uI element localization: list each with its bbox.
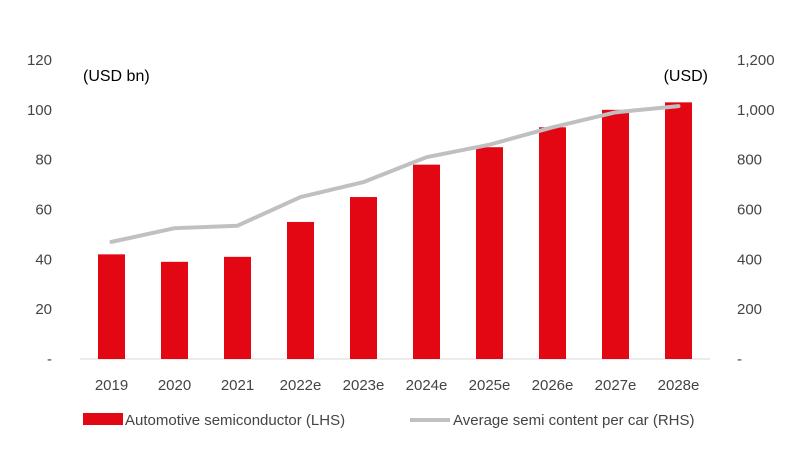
- x-tick-label: 2021: [221, 377, 254, 394]
- x-tick-label: 2026e: [532, 377, 574, 394]
- left-axis-unit: (USD bn): [83, 68, 150, 85]
- right-tick-label: 1,200: [737, 52, 775, 69]
- left-tick-label: 120: [27, 52, 52, 69]
- bar-2024e: [413, 164, 440, 359]
- legend: Automotive semiconductor (LHS) Average s…: [83, 412, 695, 429]
- legend-line-label: Average semi content per car (RHS): [453, 412, 695, 429]
- right-axis-unit: (USD): [664, 68, 708, 85]
- legend-bar-label: Automotive semiconductor (LHS): [125, 412, 345, 429]
- x-tick-label: 2022e: [280, 377, 322, 394]
- left-tick-label: 80: [35, 152, 52, 169]
- bar-series: [98, 102, 692, 360]
- bar-2019: [98, 254, 125, 359]
- x-tick-label: 2028e: [658, 377, 700, 394]
- x-tick-label: 2020: [158, 377, 191, 394]
- x-tick-label: 2027e: [595, 377, 637, 394]
- left-tick-label: 60: [35, 202, 52, 219]
- bar-2022e: [287, 221, 314, 359]
- right-tick-label: 200: [737, 301, 762, 318]
- left-tick-label: 100: [27, 102, 52, 119]
- bar-2021: [224, 256, 251, 359]
- x-tick-label: 2025e: [469, 377, 511, 394]
- right-tick-label: 600: [737, 202, 762, 219]
- left-tick-label: 40: [35, 251, 52, 268]
- right-tick-label: 400: [737, 251, 762, 268]
- left-axis-ticks: - 20 40 60 80 100 120: [27, 52, 52, 368]
- x-tick-label: 2023e: [343, 377, 385, 394]
- right-tick-label: 800: [737, 152, 762, 169]
- bar-2020: [161, 261, 188, 359]
- left-tick-label: -: [47, 351, 52, 368]
- x-tick-label: 2019: [95, 377, 128, 394]
- line-series: [109, 104, 681, 244]
- x-tick-label: 2024e: [406, 377, 448, 394]
- bar-2026e: [539, 127, 566, 360]
- right-axis-ticks: - 200 400 600 800 1,000 1,200: [737, 52, 775, 368]
- left-tick-label: 20: [35, 301, 52, 318]
- bar-2023e: [350, 197, 377, 359]
- bar-2027e: [602, 109, 629, 359]
- legend-bar-swatch: [83, 413, 123, 425]
- bar-2025e: [476, 147, 503, 359]
- right-tick-label: 1,000: [737, 102, 775, 119]
- x-axis-ticks: 2019 2020 2021 2022e 2023e 2024e 2025e 2026e 202…: [95, 377, 700, 394]
- bar-2028e: [665, 102, 692, 359]
- right-tick-label: -: [737, 351, 742, 368]
